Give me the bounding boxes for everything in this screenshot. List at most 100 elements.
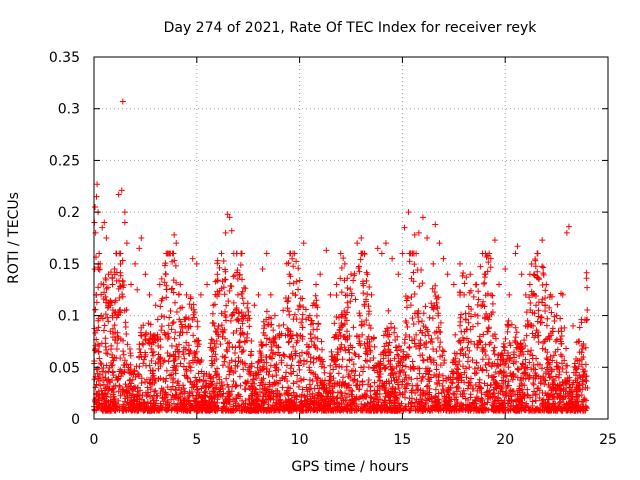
y-tick-label: 0.35	[49, 50, 80, 66]
data-point	[347, 298, 354, 305]
data-point	[531, 310, 538, 317]
data-point	[426, 314, 433, 321]
data-point	[294, 378, 301, 385]
data-point	[502, 358, 509, 365]
data-point	[308, 369, 315, 376]
data-point	[239, 288, 246, 295]
data-point	[482, 352, 489, 359]
data-point	[171, 393, 178, 400]
data-point	[464, 344, 471, 351]
data-point	[319, 377, 326, 384]
data-point	[428, 300, 435, 307]
data-point	[498, 377, 505, 384]
data-point	[578, 349, 585, 356]
data-point	[430, 346, 437, 353]
data-point	[395, 381, 402, 388]
data-point	[512, 324, 519, 331]
data-point	[116, 250, 123, 257]
data-point	[148, 357, 155, 364]
data-point	[414, 382, 421, 389]
data-point	[481, 401, 488, 408]
data-point	[388, 366, 395, 373]
data-point	[344, 304, 351, 311]
data-point	[290, 280, 297, 287]
data-point	[410, 269, 417, 276]
data-point	[350, 361, 357, 368]
data-point	[338, 320, 345, 327]
data-point	[121, 307, 128, 314]
data-point	[105, 368, 112, 375]
data-point	[265, 401, 272, 408]
data-point	[374, 387, 381, 394]
data-point	[515, 386, 522, 393]
data-point	[557, 351, 564, 358]
data-point	[166, 402, 173, 409]
data-point	[280, 351, 287, 358]
data-point	[391, 329, 398, 336]
data-point	[344, 309, 351, 316]
data-point	[160, 358, 167, 365]
data-point	[459, 272, 466, 279]
data-point	[468, 403, 475, 410]
data-point	[517, 397, 524, 404]
data-point	[492, 369, 499, 376]
data-point	[117, 260, 124, 267]
data-point	[298, 319, 305, 326]
data-point	[382, 364, 389, 371]
data-point	[321, 369, 328, 376]
data-point	[342, 390, 349, 397]
data-point	[205, 384, 212, 391]
data-point	[474, 312, 481, 319]
data-point	[226, 287, 233, 294]
data-point	[391, 389, 398, 396]
data-point	[115, 373, 122, 380]
data-point	[488, 362, 495, 369]
data-point	[112, 407, 119, 414]
data-point	[544, 315, 551, 322]
data-point	[366, 308, 373, 315]
data-point	[191, 309, 198, 316]
data-point	[230, 329, 237, 336]
data-point	[452, 331, 459, 338]
data-point	[122, 381, 129, 388]
data-point	[512, 334, 519, 341]
data-point	[443, 375, 450, 382]
data-point	[221, 403, 228, 410]
data-point	[542, 302, 549, 309]
data-point	[444, 271, 451, 278]
data-point	[385, 307, 392, 314]
data-point	[158, 275, 165, 282]
data-point	[439, 372, 446, 379]
data-point	[102, 385, 109, 392]
data-point	[343, 317, 350, 324]
data-point	[464, 358, 471, 365]
data-point	[535, 307, 542, 314]
data-point	[212, 403, 219, 410]
data-point	[528, 260, 535, 267]
data-point	[392, 344, 399, 351]
data-point	[499, 352, 506, 359]
data-point	[493, 385, 500, 392]
data-point	[137, 392, 144, 399]
data-point	[107, 269, 114, 276]
data-point	[237, 382, 244, 389]
data-point	[166, 353, 173, 360]
data-point	[166, 314, 173, 321]
data-point	[406, 333, 413, 340]
data-point	[95, 349, 102, 356]
data-point	[522, 375, 529, 382]
data-point	[481, 348, 488, 355]
data-point	[363, 317, 370, 324]
data-point	[341, 307, 348, 314]
data-point	[472, 311, 479, 318]
data-point	[409, 315, 416, 322]
data-point	[267, 395, 274, 402]
data-point	[288, 407, 295, 414]
data-point	[464, 326, 471, 333]
data-point	[187, 403, 194, 410]
data-point	[356, 372, 363, 379]
data-point	[549, 393, 556, 400]
data-point	[151, 379, 158, 386]
data-point	[198, 368, 205, 375]
data-point	[371, 343, 378, 350]
